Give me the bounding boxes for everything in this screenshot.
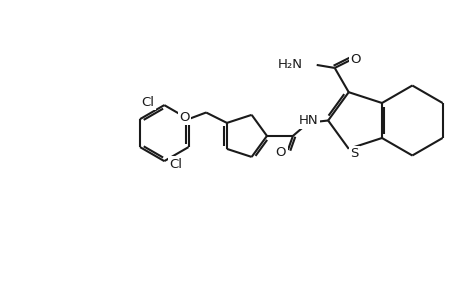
Text: O: O — [179, 111, 190, 124]
Text: O: O — [275, 146, 285, 159]
Text: O: O — [350, 53, 360, 66]
Text: Cl: Cl — [141, 96, 154, 109]
Text: HN: HN — [298, 114, 318, 127]
Text: S: S — [350, 147, 358, 160]
Text: H₂N: H₂N — [277, 58, 302, 71]
Text: Cl: Cl — [169, 158, 182, 171]
